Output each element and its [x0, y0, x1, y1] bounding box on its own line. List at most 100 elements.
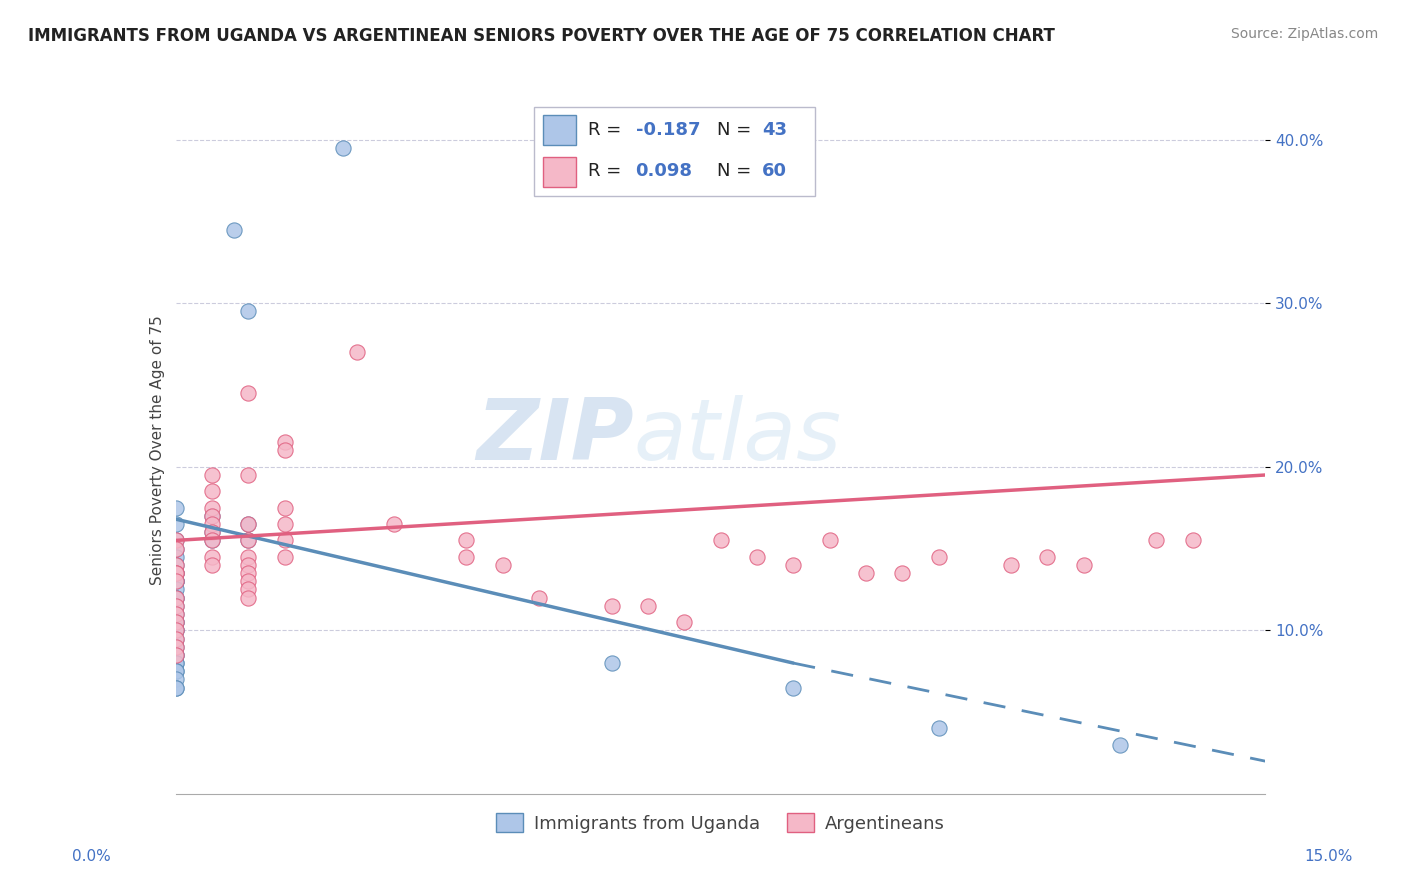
Point [274, 435, 297, 450]
Point [238, 533, 260, 548]
Point [855, 566, 877, 580]
Point [165, 591, 187, 605]
Text: N =: N = [717, 161, 756, 180]
Point [165, 541, 187, 556]
Point [238, 533, 260, 548]
Legend: Immigrants from Uganda, Argentineans: Immigrants from Uganda, Argentineans [489, 806, 952, 839]
Text: N =: N = [717, 120, 756, 139]
Point [165, 500, 187, 515]
Point [165, 615, 187, 630]
Point [165, 664, 187, 679]
Point [456, 549, 478, 564]
Point [165, 599, 187, 613]
Point [165, 656, 187, 670]
Point [274, 533, 297, 548]
Point [1146, 533, 1168, 548]
Point [274, 443, 297, 458]
Point [238, 558, 260, 572]
Point [165, 607, 187, 621]
Point [928, 549, 950, 564]
Text: R =: R = [588, 120, 627, 139]
Point [165, 558, 187, 572]
Point [165, 632, 187, 646]
Text: IMMIGRANTS FROM UGANDA VS ARGENTINEAN SENIORS POVERTY OVER THE AGE OF 75 CORRELA: IMMIGRANTS FROM UGANDA VS ARGENTINEAN SE… [28, 27, 1054, 45]
Text: 60: 60 [762, 161, 787, 180]
Point [637, 599, 659, 613]
Point [165, 582, 187, 597]
Point [165, 615, 187, 630]
Point [1073, 558, 1095, 572]
Point [274, 500, 297, 515]
Point [201, 516, 224, 531]
Point [165, 574, 187, 589]
Point [201, 533, 224, 548]
Point [928, 722, 950, 736]
Point [165, 681, 187, 695]
Text: 0.098: 0.098 [636, 161, 693, 180]
Point [201, 467, 224, 482]
Point [238, 582, 260, 597]
Point [201, 508, 224, 523]
Point [600, 656, 623, 670]
Point [165, 648, 187, 662]
Point [818, 533, 841, 548]
Point [600, 599, 623, 613]
Point [238, 386, 260, 401]
Point [238, 516, 260, 531]
Point [673, 615, 696, 630]
Text: 43: 43 [762, 120, 787, 139]
Text: 15.0%: 15.0% [1305, 849, 1353, 863]
Y-axis label: Seniors Poverty Over the Age of 75: Seniors Poverty Over the Age of 75 [149, 316, 165, 585]
Point [274, 549, 297, 564]
Point [274, 516, 297, 531]
Point [165, 566, 187, 580]
Point [238, 516, 260, 531]
Point [165, 648, 187, 662]
Point [201, 525, 224, 540]
Text: ZIP: ZIP [475, 395, 633, 478]
Text: -0.187: -0.187 [636, 120, 700, 139]
Point [238, 591, 260, 605]
Point [165, 664, 187, 679]
Point [201, 525, 224, 540]
Point [165, 640, 187, 654]
Point [238, 574, 260, 589]
Point [165, 574, 187, 589]
Point [165, 566, 187, 580]
Point [165, 574, 187, 589]
Point [165, 656, 187, 670]
Point [782, 681, 804, 695]
Text: atlas: atlas [633, 395, 841, 478]
Point [1109, 738, 1132, 752]
Point [165, 624, 187, 638]
Point [165, 681, 187, 695]
Point [165, 541, 187, 556]
Point [165, 624, 187, 638]
Point [165, 591, 187, 605]
FancyBboxPatch shape [543, 157, 576, 187]
Point [238, 304, 260, 318]
Point [165, 624, 187, 638]
Text: R =: R = [588, 161, 627, 180]
Point [201, 558, 224, 572]
Point [201, 533, 224, 548]
Point [165, 648, 187, 662]
Point [165, 599, 187, 613]
Text: Source: ZipAtlas.com: Source: ZipAtlas.com [1230, 27, 1378, 41]
Point [165, 533, 187, 548]
Point [165, 574, 187, 589]
Point [745, 549, 768, 564]
Point [346, 345, 368, 359]
FancyBboxPatch shape [543, 115, 576, 145]
Point [238, 467, 260, 482]
Point [1036, 549, 1059, 564]
Point [1181, 533, 1204, 548]
Point [165, 549, 187, 564]
Point [527, 591, 550, 605]
Point [492, 558, 515, 572]
Point [201, 549, 224, 564]
Point [165, 533, 187, 548]
Point [332, 141, 354, 155]
Point [165, 591, 187, 605]
Point [165, 566, 187, 580]
